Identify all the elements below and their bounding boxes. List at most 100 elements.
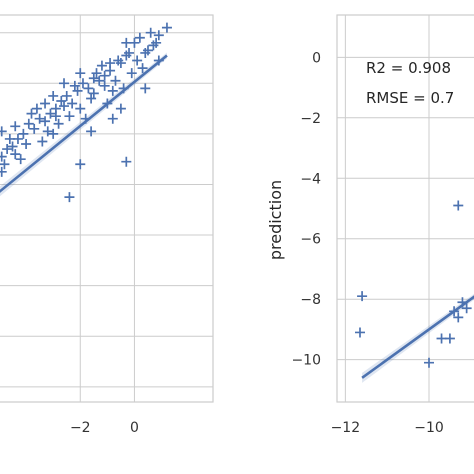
right-regression-line [361, 295, 474, 379]
left-data-point [75, 103, 86, 114]
left-points [0, 22, 172, 203]
left-data-point [115, 103, 126, 114]
left-data-point [134, 32, 145, 43]
right-plot-frame [336, 14, 474, 403]
right-x-tick-label: −10 [414, 420, 444, 436]
left-data-point [153, 55, 164, 66]
left-data-point [132, 55, 143, 66]
left-data-point [110, 75, 121, 86]
left-data-point [40, 116, 51, 127]
left-data-point [99, 70, 110, 81]
left-data-point [29, 123, 40, 134]
rmse-annotation: RMSE = 0.7 [366, 89, 454, 107]
left-data-point [64, 192, 75, 203]
left-x-tick-label: −2 [70, 420, 91, 436]
right-y-tick-label: −10 [291, 353, 321, 369]
left-grid [0, 15, 213, 402]
left-data-point [72, 85, 83, 96]
left-data-point [124, 47, 135, 58]
right-panel: 0 −2 −4 −6 −8 −10 −12 −10 prediction R2 … [266, 14, 474, 436]
left-data-point [126, 68, 137, 79]
right-y-axis-label: prediction [266, 180, 285, 260]
left-panel: −2 0 [0, 14, 214, 436]
left-data-point [48, 128, 59, 139]
right-data-point [453, 312, 464, 323]
left-data-point [86, 93, 97, 104]
left-data-point [118, 83, 129, 94]
right-data-point [457, 297, 468, 308]
left-x-tick-label: 0 [130, 420, 139, 436]
left-data-point [105, 58, 116, 69]
left-data-point [0, 151, 7, 162]
left-data-point [48, 90, 59, 101]
left-data-point [45, 108, 56, 119]
left-data-point [121, 156, 132, 167]
right-x-ticks: −12 −10 [331, 420, 444, 436]
left-data-point [7, 141, 18, 152]
left-data-point [96, 60, 107, 71]
left-data-point [21, 139, 32, 149]
right-y-tick-label: −6 [300, 232, 321, 248]
right-data-point [355, 327, 365, 338]
right-y-tick-label: −8 [300, 292, 321, 308]
left-data-point [10, 149, 21, 160]
right-y-tick-label: −4 [300, 171, 321, 187]
right-data-point [357, 291, 368, 302]
left-data-point [94, 75, 105, 86]
left-data-point [34, 113, 45, 124]
left-data-point [151, 37, 162, 48]
left-data-point [15, 154, 26, 165]
right-data-point [461, 303, 472, 314]
left-data-point [153, 30, 164, 41]
left-data-point [77, 78, 88, 89]
left-data-point [88, 73, 99, 84]
right-y-ticks: 0 −2 −4 −6 −8 −10 [291, 50, 321, 368]
left-data-point [88, 88, 99, 99]
right-data-point [449, 306, 460, 317]
left-data-point [23, 118, 34, 129]
left-data-point [59, 78, 70, 89]
left-data-point [61, 90, 72, 101]
left-data-point [129, 37, 140, 48]
left-data-point [31, 103, 42, 114]
left-data-point [102, 98, 113, 109]
left-data-point [2, 144, 13, 155]
left-plot-frame [0, 14, 214, 403]
left-data-point [99, 80, 110, 91]
left-data-point [107, 85, 118, 96]
right-data-point [436, 333, 447, 344]
left-data-point [53, 118, 64, 129]
left-data-point [10, 121, 21, 132]
left-data-point [140, 83, 151, 94]
left-data-point [50, 111, 61, 122]
left-data-point [42, 126, 53, 137]
left-data-point [0, 159, 10, 170]
right-x-tick-label: −12 [331, 420, 361, 436]
left-data-point [75, 68, 86, 79]
left-data-point [145, 27, 156, 38]
left-data-point [18, 128, 29, 139]
left-data-point [75, 159, 86, 170]
left-data-point [4, 133, 15, 144]
left-data-point [37, 136, 48, 147]
left-x-ticks: −2 0 [70, 420, 139, 436]
left-data-point [0, 166, 7, 177]
left-data-point [67, 98, 78, 109]
left-data-point [113, 55, 124, 66]
left-regression [0, 52, 168, 197]
left-data-point [137, 63, 148, 74]
right-data-point [444, 333, 455, 344]
r2-annotation: R2 = 0.908 [366, 59, 451, 77]
left-data-point [59, 101, 70, 112]
right-data-point [424, 357, 434, 368]
right-grid [337, 15, 474, 402]
right-points [355, 200, 472, 368]
left-data-point [86, 126, 97, 137]
left-data-point [80, 113, 91, 124]
left-data-point [26, 108, 37, 119]
left-data-point [69, 80, 80, 91]
left-data-point [40, 98, 51, 109]
left-data-point [91, 68, 102, 79]
left-regression-line [0, 54, 168, 193]
